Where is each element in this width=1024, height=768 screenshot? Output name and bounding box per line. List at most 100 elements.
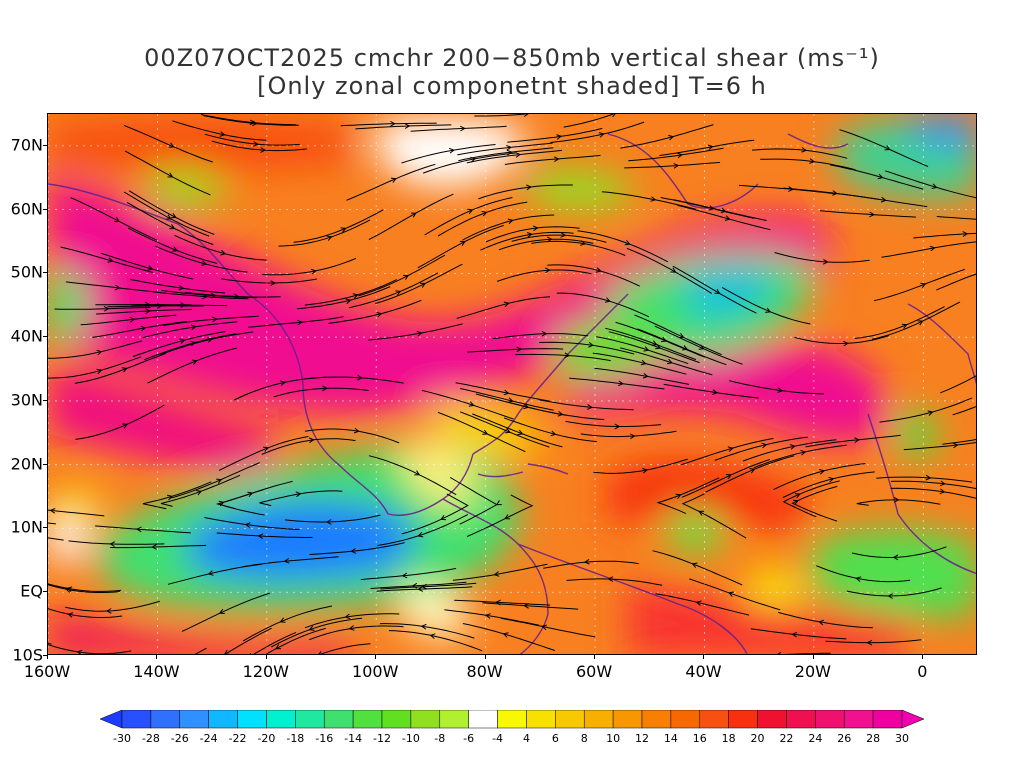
streamline-arrow <box>749 468 756 474</box>
coastlines <box>48 133 976 654</box>
longitude-label: 80W <box>466 662 503 681</box>
streamline-arrow <box>507 218 514 225</box>
streamline <box>593 458 688 474</box>
streamline <box>309 625 404 641</box>
streamline-arrow <box>516 346 523 353</box>
streamline <box>663 383 759 399</box>
streamline <box>218 436 309 471</box>
colorbar-swatches <box>100 710 924 729</box>
streamline-arrow <box>401 572 408 579</box>
streamline <box>830 164 924 190</box>
streamline-arrow <box>506 149 513 156</box>
streamline <box>677 204 771 231</box>
streamline <box>752 148 848 159</box>
streamline <box>794 335 890 344</box>
streamline <box>456 296 551 319</box>
streamline-arrow <box>352 293 359 299</box>
streamline-arrow <box>673 162 680 169</box>
colorbar-swatch <box>266 710 296 729</box>
streamline-arrow <box>167 494 173 501</box>
streamline-arrow <box>962 231 969 237</box>
streamline-arrow <box>523 403 530 410</box>
streamline-arrow <box>151 544 157 550</box>
streamline-arrow <box>201 260 208 266</box>
streamline <box>478 184 573 200</box>
streamline <box>259 490 343 507</box>
streamline-arrow <box>800 449 807 456</box>
shear-shading <box>48 115 976 654</box>
streamline-arrow <box>502 632 509 638</box>
streamline <box>309 542 405 555</box>
streamline-arrow <box>211 316 218 323</box>
colorbar-swatch <box>439 710 469 729</box>
streamline <box>444 609 540 626</box>
streamline <box>160 474 241 507</box>
streamline-arrow <box>96 349 103 356</box>
streamline-arrow <box>507 397 514 403</box>
streamline <box>596 336 689 365</box>
streamline-arrow <box>931 183 938 189</box>
streamline-arrow <box>822 258 829 265</box>
streamline <box>265 627 326 654</box>
streamline <box>48 340 143 359</box>
streamline <box>952 406 976 416</box>
streamline <box>466 149 563 164</box>
colorbar-label: -6 <box>463 732 475 745</box>
streamline <box>370 581 467 589</box>
streamline-arrow <box>624 239 631 246</box>
streamline <box>437 201 528 237</box>
streamline <box>355 124 452 130</box>
streamline-arrow <box>219 131 226 137</box>
longitude-label: 140W <box>133 662 180 681</box>
streamline-arrow <box>580 240 587 246</box>
streamline <box>163 315 259 326</box>
streamline <box>750 628 847 640</box>
streamline-arrow <box>724 215 731 221</box>
streamline <box>543 560 639 569</box>
longitude-label: 60W <box>575 662 613 681</box>
streamline-arrow <box>564 352 571 359</box>
streamline-arrow <box>263 446 270 452</box>
streamline <box>172 120 267 141</box>
streamline-arrow <box>147 265 154 271</box>
streamline-arrow <box>544 267 551 274</box>
streamline <box>563 114 615 128</box>
streamline <box>304 279 398 306</box>
latitude-tick <box>43 463 47 465</box>
latitude-tick <box>43 591 47 593</box>
colorbar-label: -16 <box>315 732 334 745</box>
streamline <box>681 458 771 498</box>
streamline <box>654 325 743 365</box>
streamline-arrow <box>170 213 177 219</box>
longitude-label: 40W <box>685 662 722 681</box>
streamline <box>459 411 550 448</box>
streamline <box>319 643 371 654</box>
streamline-arrow <box>714 288 721 294</box>
latitude-tick <box>43 527 47 529</box>
colorbar-label: 12 <box>635 732 649 745</box>
streamline <box>659 139 755 156</box>
colorbar-label: -8 <box>434 732 446 745</box>
streamline-arrow <box>348 625 355 631</box>
streamline <box>577 230 669 263</box>
streamline <box>123 191 210 237</box>
streamline-arrow <box>318 651 322 654</box>
streamline <box>820 210 916 218</box>
streamline <box>124 150 211 196</box>
colorbar-swatch <box>728 710 758 729</box>
streamline <box>462 214 555 241</box>
streamline-arrow <box>952 442 959 449</box>
streamline-arrow <box>326 235 333 241</box>
streamline <box>422 152 517 174</box>
streamline-arrow <box>893 496 900 503</box>
streamline-arrow <box>866 639 873 646</box>
streamline <box>147 347 237 384</box>
streamline <box>95 525 191 534</box>
streamline-arrow <box>515 152 522 158</box>
streamline <box>628 147 724 162</box>
streamline-arrow <box>927 410 934 416</box>
streamline <box>455 382 550 402</box>
streamline-arrow <box>556 134 563 140</box>
colorbar-label: 26 <box>837 732 852 745</box>
streamline-arrow <box>801 147 808 153</box>
